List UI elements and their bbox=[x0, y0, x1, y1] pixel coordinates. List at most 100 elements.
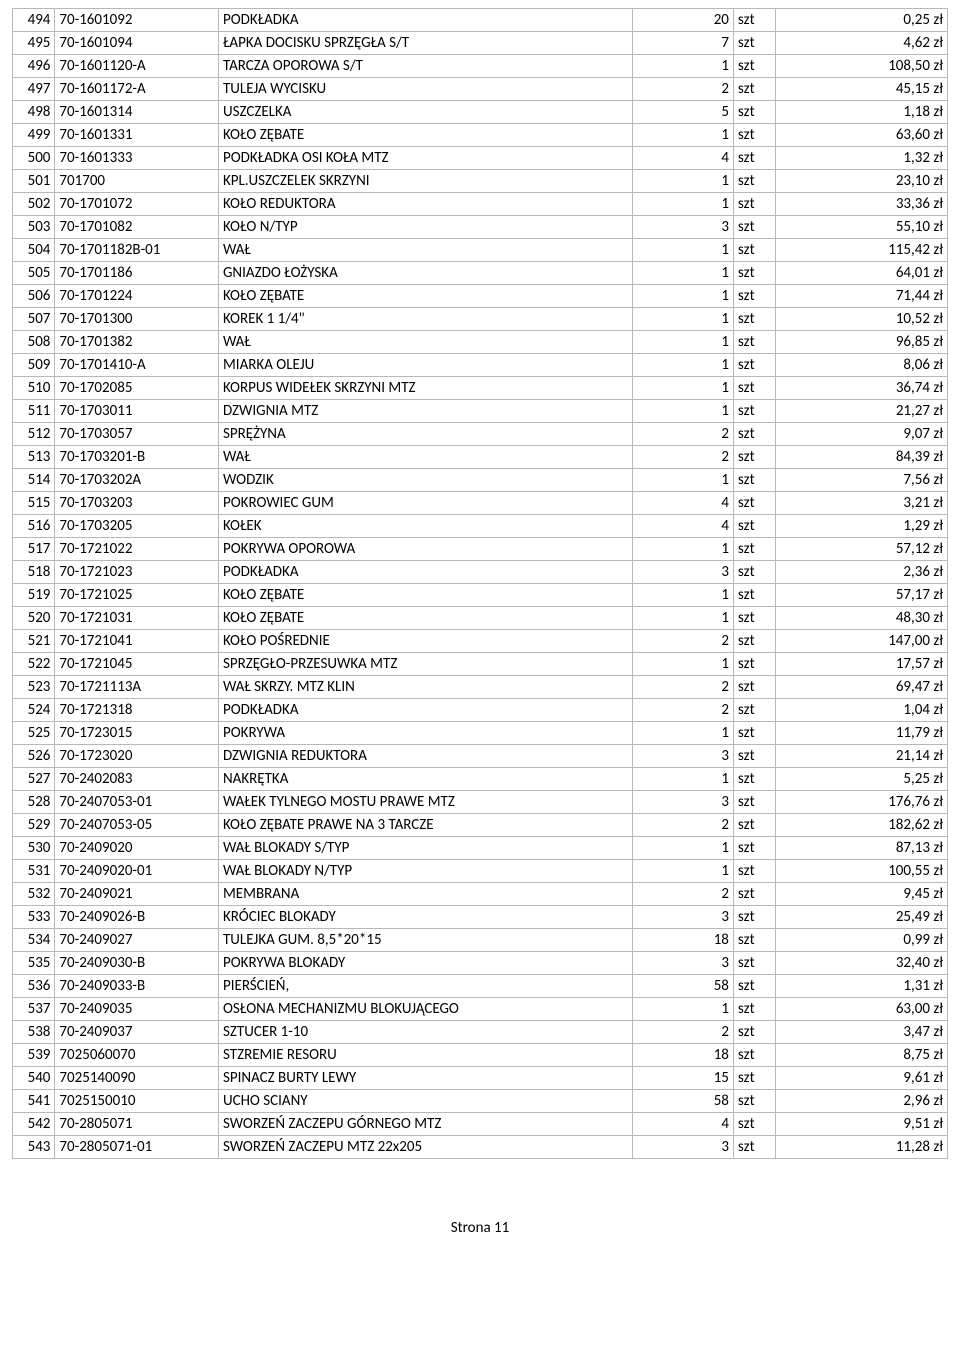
cell-qty: 15 bbox=[632, 1067, 733, 1090]
cell-price: 182,62 zł bbox=[776, 814, 948, 837]
cell-qty: 1 bbox=[632, 469, 733, 492]
cell-qty: 3 bbox=[632, 906, 733, 929]
cell-desc: NAKRĘTKA bbox=[218, 768, 632, 791]
table-row: 49870-1601314USZCZELKA5szt1,18 zł bbox=[13, 101, 948, 124]
cell-lp: 541 bbox=[13, 1090, 55, 1113]
cell-price: 57,17 zł bbox=[776, 584, 948, 607]
cell-lp: 532 bbox=[13, 883, 55, 906]
cell-price: 71,44 zł bbox=[776, 285, 948, 308]
cell-price: 176,76 zł bbox=[776, 791, 948, 814]
table-row: 50770-1701300KOREK 1 1/4"1szt10,52 zł bbox=[13, 308, 948, 331]
cell-unit: szt bbox=[733, 1021, 775, 1044]
cell-desc: KOŁO ZĘBATE bbox=[218, 607, 632, 630]
cell-price: 7,56 zł bbox=[776, 469, 948, 492]
cell-price: 48,30 zł bbox=[776, 607, 948, 630]
cell-price: 63,60 zł bbox=[776, 124, 948, 147]
cell-code: 70-2407053-01 bbox=[55, 791, 219, 814]
cell-qty: 1 bbox=[632, 193, 733, 216]
cell-price: 1,31 zł bbox=[776, 975, 948, 998]
cell-desc: DZWIGNIA MTZ bbox=[218, 400, 632, 423]
table-row: 51970-1721025KOŁO ZĘBATE1szt57,17 zł bbox=[13, 584, 948, 607]
cell-qty: 18 bbox=[632, 1044, 733, 1067]
cell-code: 70-1721022 bbox=[55, 538, 219, 561]
cell-unit: szt bbox=[733, 699, 775, 722]
cell-desc: DZWIGNIA REDUKTORA bbox=[218, 745, 632, 768]
cell-code: 70-1601331 bbox=[55, 124, 219, 147]
cell-price: 57,12 zł bbox=[776, 538, 948, 561]
cell-qty: 1 bbox=[632, 584, 733, 607]
cell-lp: 507 bbox=[13, 308, 55, 331]
cell-desc: USZCZELKA bbox=[218, 101, 632, 124]
cell-desc: WAŁ bbox=[218, 446, 632, 469]
cell-qty: 1 bbox=[632, 538, 733, 561]
table-row: 51470-1703202AWODZIK1szt7,56 zł bbox=[13, 469, 948, 492]
cell-desc: MEMBRANA bbox=[218, 883, 632, 906]
cell-lp: 514 bbox=[13, 469, 55, 492]
cell-price: 147,00 zł bbox=[776, 630, 948, 653]
cell-lp: 523 bbox=[13, 676, 55, 699]
cell-qty: 2 bbox=[632, 423, 733, 446]
table-row: 51770-1721022POKRYWA OPOROWA1szt57,12 zł bbox=[13, 538, 948, 561]
cell-unit: szt bbox=[733, 55, 775, 78]
cell-lp: 495 bbox=[13, 32, 55, 55]
table-row: 5397025060070STZREMIE RESORU18szt8,75 zł bbox=[13, 1044, 948, 1067]
cell-price: 108,50 zł bbox=[776, 55, 948, 78]
cell-lp: 531 bbox=[13, 860, 55, 883]
cell-qty: 2 bbox=[632, 814, 733, 837]
cell-unit: szt bbox=[733, 561, 775, 584]
cell-code: 70-1601333 bbox=[55, 147, 219, 170]
cell-unit: szt bbox=[733, 354, 775, 377]
cell-desc: KOŁO ZĘBATE PRAWE NA 3 TARCZE bbox=[218, 814, 632, 837]
cell-price: 45,15 zł bbox=[776, 78, 948, 101]
cell-code: 70-2805071-01 bbox=[55, 1136, 219, 1159]
table-row: 52270-1721045SPRZĘGŁO-PRZESUWKA MTZ1szt1… bbox=[13, 653, 948, 676]
cell-unit: szt bbox=[733, 929, 775, 952]
cell-unit: szt bbox=[733, 400, 775, 423]
cell-price: 4,62 zł bbox=[776, 32, 948, 55]
cell-qty: 4 bbox=[632, 147, 733, 170]
cell-qty: 1 bbox=[632, 837, 733, 860]
cell-code: 70-1721045 bbox=[55, 653, 219, 676]
cell-lp: 542 bbox=[13, 1113, 55, 1136]
cell-price: 1,18 zł bbox=[776, 101, 948, 124]
cell-qty: 1 bbox=[632, 354, 733, 377]
cell-code: 7025150010 bbox=[55, 1090, 219, 1113]
cell-desc: POKRYWA OPOROWA bbox=[218, 538, 632, 561]
cell-qty: 1 bbox=[632, 170, 733, 193]
cell-code: 70-1701300 bbox=[55, 308, 219, 331]
cell-lp: 527 bbox=[13, 768, 55, 791]
table-row: 53770-2409035OSŁONA MECHANIZMU BLOKUJĄCE… bbox=[13, 998, 948, 1021]
cell-qty: 3 bbox=[632, 1136, 733, 1159]
cell-desc: WAŁ BLOKADY S/TYP bbox=[218, 837, 632, 860]
cell-unit: szt bbox=[733, 239, 775, 262]
cell-desc: KOŁO REDUKTORA bbox=[218, 193, 632, 216]
cell-desc: POKROWIEC GUM bbox=[218, 492, 632, 515]
cell-desc: PODKŁADKA bbox=[218, 699, 632, 722]
cell-lp: 515 bbox=[13, 492, 55, 515]
cell-code: 70-1701382 bbox=[55, 331, 219, 354]
cell-price: 5,25 zł bbox=[776, 768, 948, 791]
cell-lp: 510 bbox=[13, 377, 55, 400]
cell-desc: SPRZĘGŁO-PRZESUWKA MTZ bbox=[218, 653, 632, 676]
cell-price: 64,01 zł bbox=[776, 262, 948, 285]
cell-code: 70-1721031 bbox=[55, 607, 219, 630]
cell-qty: 2 bbox=[632, 883, 733, 906]
cell-desc: TARCZA OPOROWA S/T bbox=[218, 55, 632, 78]
table-row: 49970-1601331KOŁO ZĘBATE1szt63,60 zł bbox=[13, 124, 948, 147]
cell-qty: 1 bbox=[632, 331, 733, 354]
cell-lp: 529 bbox=[13, 814, 55, 837]
cell-lp: 524 bbox=[13, 699, 55, 722]
cell-unit: szt bbox=[733, 584, 775, 607]
cell-lp: 533 bbox=[13, 906, 55, 929]
cell-code: 70-2409020 bbox=[55, 837, 219, 860]
cell-price: 2,36 zł bbox=[776, 561, 948, 584]
cell-lp: 498 bbox=[13, 101, 55, 124]
cell-desc: TULEJKA GUM. 8,5*20*15 bbox=[218, 929, 632, 952]
cell-unit: szt bbox=[733, 745, 775, 768]
table-row: 53470-2409027TULEJKA GUM. 8,5*20*1518szt… bbox=[13, 929, 948, 952]
table-row: 5417025150010UCHO SCIANY58szt2,96 zł bbox=[13, 1090, 948, 1113]
cell-unit: szt bbox=[733, 170, 775, 193]
cell-qty: 3 bbox=[632, 791, 733, 814]
cell-code: 70-1721041 bbox=[55, 630, 219, 653]
cell-price: 100,55 zł bbox=[776, 860, 948, 883]
